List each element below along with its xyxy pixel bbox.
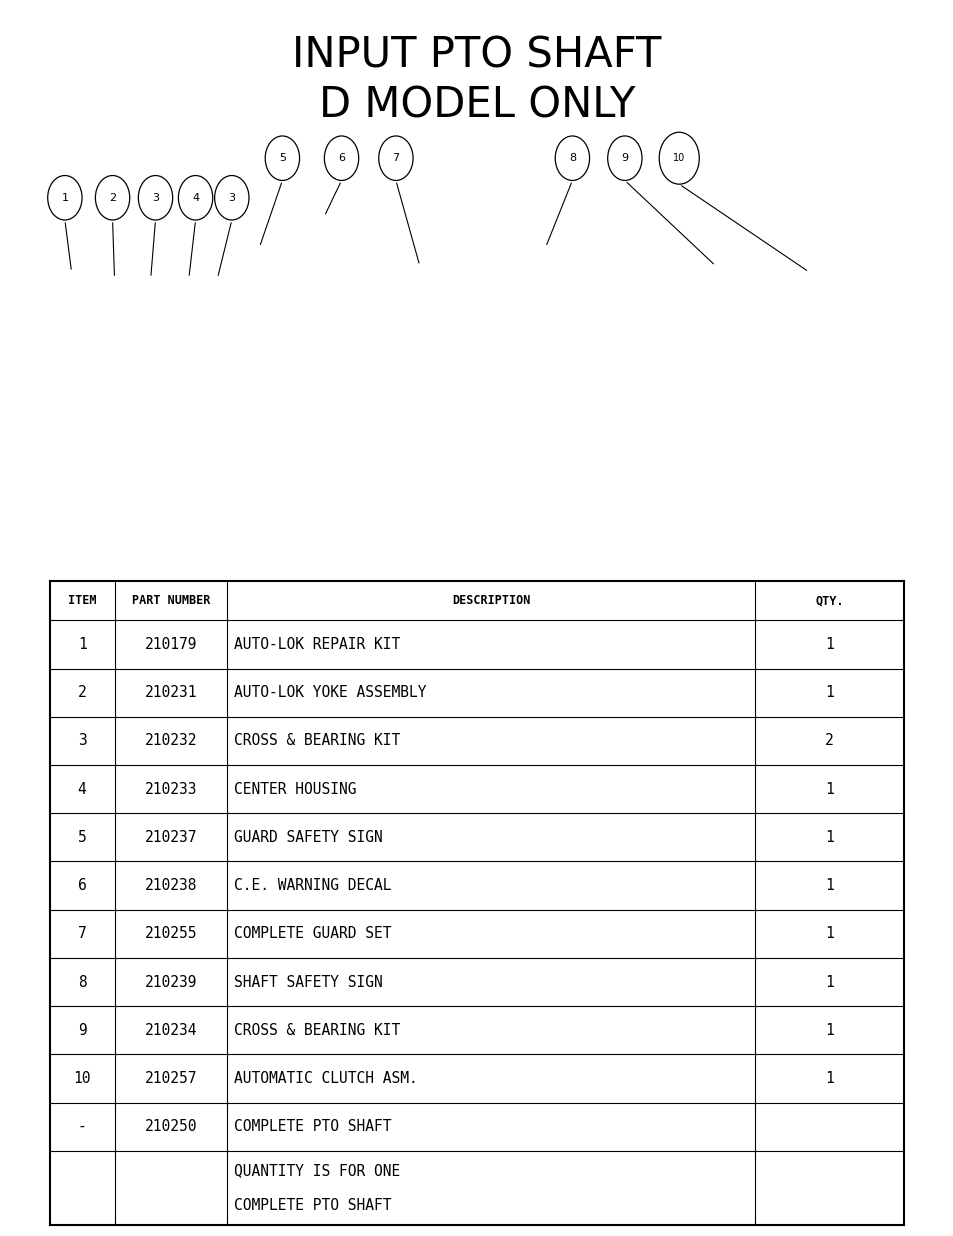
Text: 210250: 210250 bbox=[145, 1119, 197, 1135]
Text: 4: 4 bbox=[77, 781, 87, 797]
Text: 10: 10 bbox=[73, 1070, 91, 1086]
Text: 210239: 210239 bbox=[145, 974, 197, 990]
Text: CENTER HOUSING: CENTER HOUSING bbox=[233, 781, 356, 797]
Text: INPUT PTO SHAFT: INPUT PTO SHAFT bbox=[292, 35, 661, 77]
Text: 3: 3 bbox=[228, 193, 235, 203]
Text: 3: 3 bbox=[152, 193, 159, 203]
Circle shape bbox=[265, 136, 299, 180]
Text: 33: 33 bbox=[860, 1199, 884, 1219]
Text: -: - bbox=[77, 1119, 87, 1135]
Text: 6: 6 bbox=[337, 153, 345, 163]
Text: 2: 2 bbox=[77, 685, 87, 701]
Text: 5: 5 bbox=[77, 829, 87, 845]
Text: QTY.: QTY. bbox=[815, 595, 843, 607]
Text: AUTO-LOK YOKE ASSEMBLY: AUTO-LOK YOKE ASSEMBLY bbox=[233, 685, 426, 701]
Text: 1: 1 bbox=[824, 1070, 833, 1086]
Text: 1: 1 bbox=[77, 637, 87, 653]
Text: 210237: 210237 bbox=[145, 829, 197, 845]
Text: 8: 8 bbox=[568, 153, 576, 163]
Text: 1: 1 bbox=[824, 685, 833, 701]
Text: 2: 2 bbox=[109, 193, 116, 203]
Circle shape bbox=[555, 136, 589, 180]
Text: 210238: 210238 bbox=[145, 878, 197, 894]
Text: 1: 1 bbox=[61, 193, 69, 203]
Circle shape bbox=[378, 136, 413, 180]
Text: AUTO-LOK REPAIR KIT: AUTO-LOK REPAIR KIT bbox=[233, 637, 400, 653]
Text: 3: 3 bbox=[77, 733, 87, 749]
Text: COMPLETE GUARD SET: COMPLETE GUARD SET bbox=[233, 926, 391, 942]
Text: C.E. WARNING DECAL: C.E. WARNING DECAL bbox=[233, 878, 391, 894]
Circle shape bbox=[178, 176, 213, 220]
Text: 7: 7 bbox=[77, 926, 87, 942]
Text: 1: 1 bbox=[824, 829, 833, 845]
Circle shape bbox=[48, 176, 82, 220]
Circle shape bbox=[659, 132, 699, 184]
Text: QUANTITY IS FOR ONE: QUANTITY IS FOR ONE bbox=[233, 1163, 400, 1178]
Text: 1: 1 bbox=[824, 926, 833, 942]
Text: 10: 10 bbox=[673, 153, 684, 163]
Text: 8: 8 bbox=[77, 974, 87, 990]
Text: D MODEL ONLY: D MODEL ONLY bbox=[318, 84, 635, 126]
Circle shape bbox=[324, 136, 358, 180]
Text: COMPLETE PTO SHAFT: COMPLETE PTO SHAFT bbox=[233, 1198, 391, 1213]
Text: 1: 1 bbox=[824, 878, 833, 894]
Text: SHAFT SAFETY SIGN: SHAFT SAFETY SIGN bbox=[233, 974, 382, 990]
Text: CROSS & BEARING KIT: CROSS & BEARING KIT bbox=[233, 1022, 400, 1038]
Text: 1: 1 bbox=[824, 781, 833, 797]
Text: 210234: 210234 bbox=[145, 1022, 197, 1038]
Text: 210255: 210255 bbox=[145, 926, 197, 942]
Text: DESCRIPTION: DESCRIPTION bbox=[452, 595, 530, 607]
Text: 1: 1 bbox=[824, 1022, 833, 1038]
Text: 210257: 210257 bbox=[145, 1070, 197, 1086]
Text: 6: 6 bbox=[77, 878, 87, 894]
Circle shape bbox=[214, 176, 249, 220]
Text: 210231: 210231 bbox=[145, 685, 197, 701]
Text: PART NUMBER: PART NUMBER bbox=[132, 595, 210, 607]
Text: 9: 9 bbox=[620, 153, 628, 163]
Text: 210179: 210179 bbox=[145, 637, 197, 653]
Text: GUARD SAFETY SIGN: GUARD SAFETY SIGN bbox=[233, 829, 382, 845]
Text: 9: 9 bbox=[77, 1022, 87, 1038]
Text: 1: 1 bbox=[824, 974, 833, 990]
Text: COMPLETE PTO SHAFT: COMPLETE PTO SHAFT bbox=[233, 1119, 391, 1135]
Text: 2: 2 bbox=[824, 733, 833, 749]
Text: AUTOMATIC CLUTCH ASM.: AUTOMATIC CLUTCH ASM. bbox=[233, 1070, 417, 1086]
Text: 210233: 210233 bbox=[145, 781, 197, 797]
Text: ITEM: ITEM bbox=[68, 595, 96, 607]
Circle shape bbox=[607, 136, 641, 180]
Text: 4: 4 bbox=[192, 193, 199, 203]
Text: 210232: 210232 bbox=[145, 733, 197, 749]
Text: 1: 1 bbox=[824, 637, 833, 653]
Circle shape bbox=[95, 176, 130, 220]
Bar bbox=[50, 581, 903, 1225]
Text: 7: 7 bbox=[392, 153, 399, 163]
Text: CROSS & BEARING KIT: CROSS & BEARING KIT bbox=[233, 733, 400, 749]
Text: 5: 5 bbox=[278, 153, 286, 163]
Circle shape bbox=[138, 176, 172, 220]
